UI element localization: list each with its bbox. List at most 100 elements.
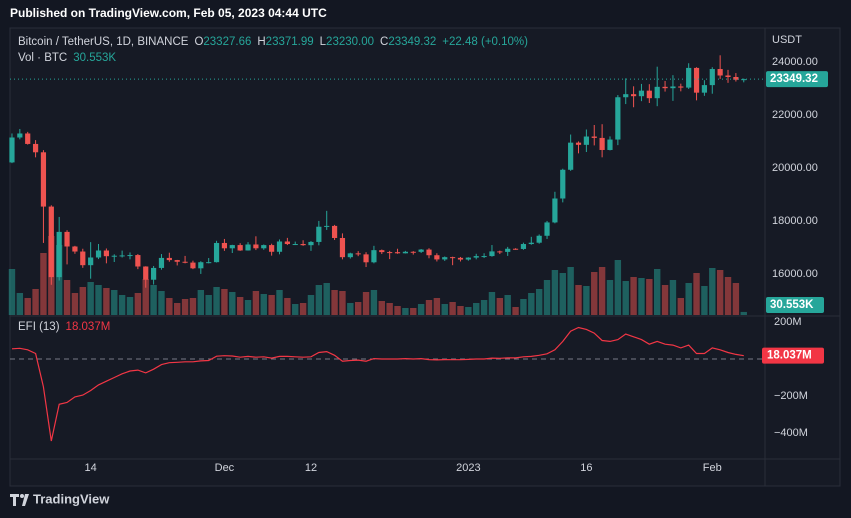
volume-bar [598, 267, 606, 315]
volume-bar [236, 297, 244, 315]
volume-bar [543, 280, 551, 315]
candle-body [308, 241, 314, 246]
volume-bar [16, 293, 24, 315]
candle-body [174, 260, 180, 262]
volume-bar [299, 303, 307, 315]
candle-body [607, 139, 613, 150]
candle-body [646, 90, 652, 99]
volume-bar [606, 280, 614, 315]
candle-body [678, 86, 684, 88]
volume-legend: Vol · BTC 30.553K [18, 52, 116, 64]
volume-bar [551, 270, 559, 315]
candle-body [48, 206, 54, 278]
candle-body [591, 136, 597, 138]
candle-body [253, 244, 259, 249]
x-tick-label: Dec [215, 462, 235, 474]
volume-bar [496, 298, 504, 315]
volume-bar [370, 290, 378, 315]
candle-body [25, 133, 31, 144]
candle-body [512, 248, 519, 250]
efi-title: EFI (13) [18, 321, 60, 333]
candle-body [221, 242, 228, 249]
candle-body [638, 90, 645, 97]
candle-body [630, 94, 637, 97]
volume-bar [449, 302, 456, 315]
candle-body [552, 198, 558, 223]
chart-legend: Bitcoin / TetherUS, 1D, BINANCE O23327.66… [18, 36, 528, 48]
volume-bar [630, 277, 637, 315]
candle-body [56, 231, 62, 278]
volume-bar [646, 279, 653, 315]
candle-body [237, 245, 243, 251]
candle-body [418, 249, 424, 252]
efi-pane: 200M −200M −400M 18.037M 14 Dec 12 2023 16 Feb [10, 316, 824, 474]
candle-body [497, 251, 503, 253]
candle-body [292, 244, 298, 246]
candle-body [324, 225, 330, 227]
chart-frame [9, 27, 841, 487]
x-tick-label: 16 [580, 462, 592, 474]
efi-last-label: 18.037M [767, 350, 812, 362]
candle-body [686, 67, 692, 88]
candle-body [88, 257, 94, 266]
candle-body [465, 257, 471, 260]
volume-bar [535, 289, 543, 315]
candle-body [166, 257, 172, 261]
candle-body [575, 142, 582, 145]
candle-body [316, 226, 322, 242]
candle-body [410, 251, 416, 253]
volume-badge [766, 297, 824, 313]
candle-body [40, 152, 47, 207]
candle-body [347, 253, 353, 258]
change-value: +22.48 (+0.10%) [442, 36, 528, 48]
candle-body [489, 251, 495, 257]
candle-body [158, 257, 165, 268]
candle-body [245, 244, 251, 251]
volume-bar [24, 298, 31, 315]
efi-badge [762, 347, 824, 364]
candle-body [182, 261, 188, 263]
x-tick-label: Feb [703, 462, 722, 474]
y-tick-label: 16000.00 [772, 268, 818, 280]
logo-mark [10, 494, 19, 506]
candle-body [520, 244, 527, 249]
candle-body [473, 256, 479, 258]
volume-bar [221, 289, 228, 315]
volume-bar [40, 253, 47, 315]
candle-body [560, 169, 566, 199]
candle-body [583, 136, 589, 145]
volume-bar [622, 281, 629, 315]
symbol: Bitcoin / TetherUS, 1D, BINANCE [18, 36, 189, 48]
volume-bar [103, 288, 110, 315]
volume-bar [441, 304, 448, 315]
candle-body [599, 137, 605, 150]
volume-bar [716, 270, 724, 315]
volume-bar [150, 285, 157, 315]
volume-bar [189, 298, 197, 315]
volume-bar [331, 290, 338, 315]
volume-bar [653, 269, 661, 315]
candle-body [143, 266, 149, 280]
h-label: H [257, 36, 265, 48]
volume-bar [166, 298, 173, 315]
y-tick-label: −200M [774, 390, 808, 402]
candle-body [198, 262, 204, 269]
volume-bar [685, 283, 692, 315]
candle-body [229, 245, 235, 249]
volume-bar [268, 295, 275, 315]
volume-bar [410, 308, 417, 315]
volume-bar [95, 285, 102, 315]
volume-bar [276, 290, 283, 315]
last-price-badge [766, 71, 828, 88]
candle-body [733, 76, 739, 80]
volume-bar [583, 286, 590, 315]
volume-bar [394, 306, 401, 315]
volume-bar [339, 291, 346, 315]
logo-slash [22, 494, 29, 506]
candle-body [355, 253, 361, 255]
logo-dot [20, 494, 24, 498]
candle-body [190, 262, 196, 269]
y-tick-label: 200M [774, 316, 802, 328]
